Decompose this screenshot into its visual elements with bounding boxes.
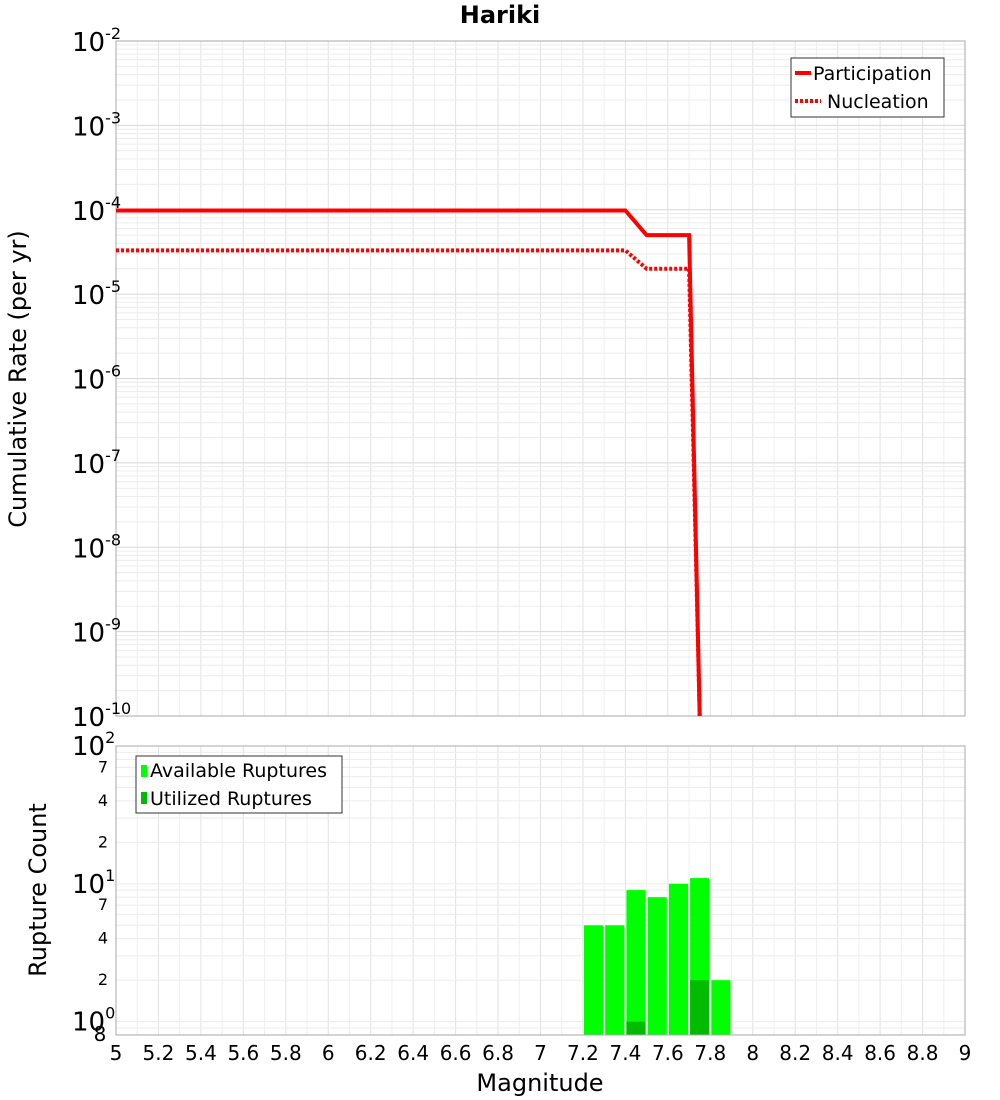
top-y-tick-label: 10-5	[72, 277, 121, 311]
x-tick-label: 7	[534, 1041, 547, 1065]
x-tick-label: 8.8	[907, 1041, 939, 1065]
x-tick-label: 7.8	[694, 1041, 726, 1065]
available-rupture-bar	[584, 925, 604, 1035]
x-tick-label: 6	[322, 1041, 335, 1065]
available-rupture-bar	[605, 925, 625, 1035]
bottom-y-major-tick-label: 102	[72, 728, 115, 762]
series-line-nucleation	[116, 248, 702, 717]
bottom-plot-bars	[584, 878, 731, 1035]
x-tick-label: 6.2	[355, 1041, 387, 1065]
legend-utilized-swatch	[141, 792, 147, 804]
bottom-y-axis-ticks: 102 101 100 7 4 2 7 4 2 8	[72, 728, 115, 1046]
x-axis-label: Magnitude	[476, 1069, 603, 1097]
available-rupture-bar	[647, 897, 667, 1035]
legend-available-label: Available Ruptures	[150, 760, 327, 782]
x-tick-label: 7.4	[609, 1041, 641, 1065]
top-plot-series	[116, 208, 702, 717]
legend-nucleation-label: Nucleation	[827, 91, 929, 113]
x-tick-label: 8.2	[779, 1041, 811, 1065]
top-y-tick-label: 10-2	[72, 24, 121, 58]
x-tick-label: 8	[746, 1041, 759, 1065]
top-y-axis-ticks: 10-2 10-3 10-4 10-5 10-6 10-7 10-8 10-9 10-10	[72, 24, 131, 733]
bottom-y-minor-tick-label: 2	[98, 970, 108, 989]
available-rupture-bar	[626, 890, 646, 1035]
legend-participation-label: Participation	[813, 63, 932, 85]
top-y-tick-label: 10-3	[72, 108, 121, 142]
x-tick-label: 6.4	[397, 1041, 429, 1065]
bottom-y-minor-tick-label: 2	[98, 832, 108, 851]
bottom-plot-frame	[115, 745, 966, 1036]
x-tick-label: 5.2	[143, 1041, 175, 1065]
bottom-y-major-tick-label: 100	[72, 1004, 115, 1038]
x-tick-label: 8.4	[822, 1041, 854, 1065]
bottom-y-minor-tick-label: 8	[94, 1022, 107, 1046]
top-y-tick-label: 10-9	[72, 615, 121, 649]
top-y-tick-label: 10-6	[72, 362, 121, 396]
x-tick-label: 6.6	[440, 1041, 472, 1065]
top-y-tick-label: 10-8	[72, 530, 121, 564]
top-plot-frame	[115, 40, 966, 717]
utilized-rupture-bar	[690, 980, 710, 1035]
top-legend: Participation Nucleation	[790, 57, 945, 118]
x-tick-label: 7.6	[652, 1041, 684, 1065]
x-tick-label: 5.4	[185, 1041, 217, 1065]
legend-utilized-label: Utilized Ruptures	[150, 788, 312, 810]
available-rupture-bar	[711, 980, 731, 1035]
bottom-y-minor-tick-label: 4	[98, 929, 108, 948]
top-y-tick-label: 10-4	[72, 193, 121, 227]
top-y-axis-label: Cumulative Rate (per yr)	[4, 230, 32, 528]
bottom-y-axis-label: Rupture Count	[24, 803, 52, 977]
bottom-y-minor-tick-label: 7	[98, 757, 108, 776]
x-tick-label: 6.8	[482, 1041, 514, 1065]
x-tick-label: 5	[110, 1041, 123, 1065]
x-tick-label: 8.6	[864, 1041, 896, 1065]
utilized-rupture-bar	[626, 1021, 646, 1035]
bottom-y-minor-tick-label: 4	[98, 791, 108, 810]
x-tick-label: 9	[959, 1041, 972, 1065]
x-tick-label: 5.6	[227, 1041, 259, 1065]
x-tick-label: 5.8	[270, 1041, 302, 1065]
top-legend-box	[790, 57, 945, 118]
legend-available-swatch	[141, 765, 147, 777]
chart-title: Hariki	[460, 1, 541, 29]
bottom-y-minor-tick-label: 7	[98, 895, 108, 914]
bottom-y-major-tick-label: 101	[72, 866, 115, 900]
available-rupture-bar	[668, 883, 689, 1035]
bottom-legend-box	[135, 755, 343, 814]
x-axis-ticks: 5 5.2 5.4 5.6 5.8 6 6.2 6.4 6.6 6.8 7 7.2 7.4 7.6 7.8 8…	[110, 1041, 972, 1065]
top-y-tick-label: 10-7	[72, 446, 121, 480]
bottom-legend: Available Ruptures Utilized Ruptures	[135, 755, 343, 814]
x-tick-label: 7.2	[567, 1041, 599, 1065]
top-plot-grid	[115, 41, 966, 717]
top-y-tick-label: 10-10	[72, 699, 131, 733]
